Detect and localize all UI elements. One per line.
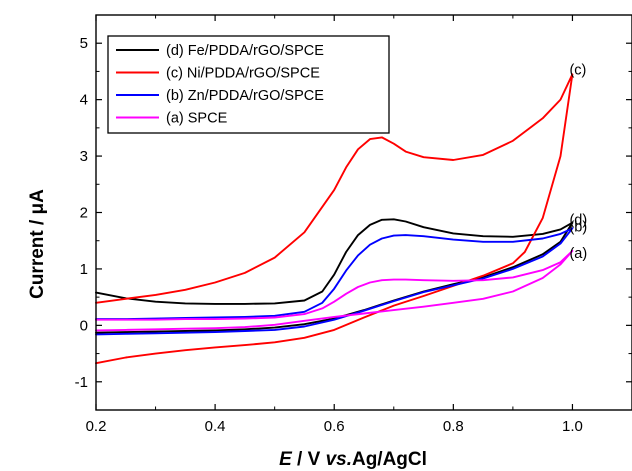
curve-label-1: (c) — [569, 62, 586, 78]
x-tick-label: 0.6 — [324, 418, 345, 435]
y-tick-label: -1 — [75, 374, 88, 391]
y-tick-label: 2 — [80, 205, 88, 222]
legend-entry-3: (a) SPCE — [166, 111, 228, 127]
series-line-2 — [95, 227, 574, 336]
y-tick-label: 3 — [80, 148, 88, 165]
y-tick-label: 4 — [80, 92, 88, 109]
y-tick-label: 0 — [80, 317, 88, 334]
x-tick-label: 1.0 — [562, 418, 583, 435]
series-line-1 — [95, 73, 574, 365]
legend: (d) Fe/PDDA/rGO/SPCE (c) Ni/PDDA/rGO/SPCE… — [107, 35, 390, 134]
curve-label-2: (b) — [569, 219, 587, 235]
x-tick-label: 0.8 — [443, 418, 464, 435]
curve-label-3: (a) — [569, 246, 587, 262]
axes-layer: 0.2 0.4 0.6 0.8 1.0 -1 0 1 2 3 4 5 — [75, 14, 632, 435]
series-line-0 — [95, 218, 574, 334]
y-axis-title: Current / μA — [27, 189, 48, 299]
curve-label-0: (d) — [569, 213, 587, 229]
legend-entry-2: (b) Zn/PDDA/rGO/SPCE — [166, 88, 324, 104]
y-tick-label: 1 — [80, 261, 88, 278]
x-axis-title: E / V vs.Ag/AgCl — [279, 449, 427, 470]
series-line-3 — [95, 249, 574, 332]
curve-labels-layer: (d) (c) (b) (a) — [569, 62, 587, 262]
x-tick-label: 0.2 — [86, 418, 107, 435]
series-layer — [95, 73, 574, 365]
x-tick-label: 0.4 — [205, 418, 226, 435]
y-tick-label: 5 — [80, 35, 88, 52]
legend-entry-1: (c) Ni/PDDA/rGO/SPCE — [166, 66, 320, 82]
legend-entry-0: (d) Fe/PDDA/rGO/SPCE — [166, 43, 324, 59]
